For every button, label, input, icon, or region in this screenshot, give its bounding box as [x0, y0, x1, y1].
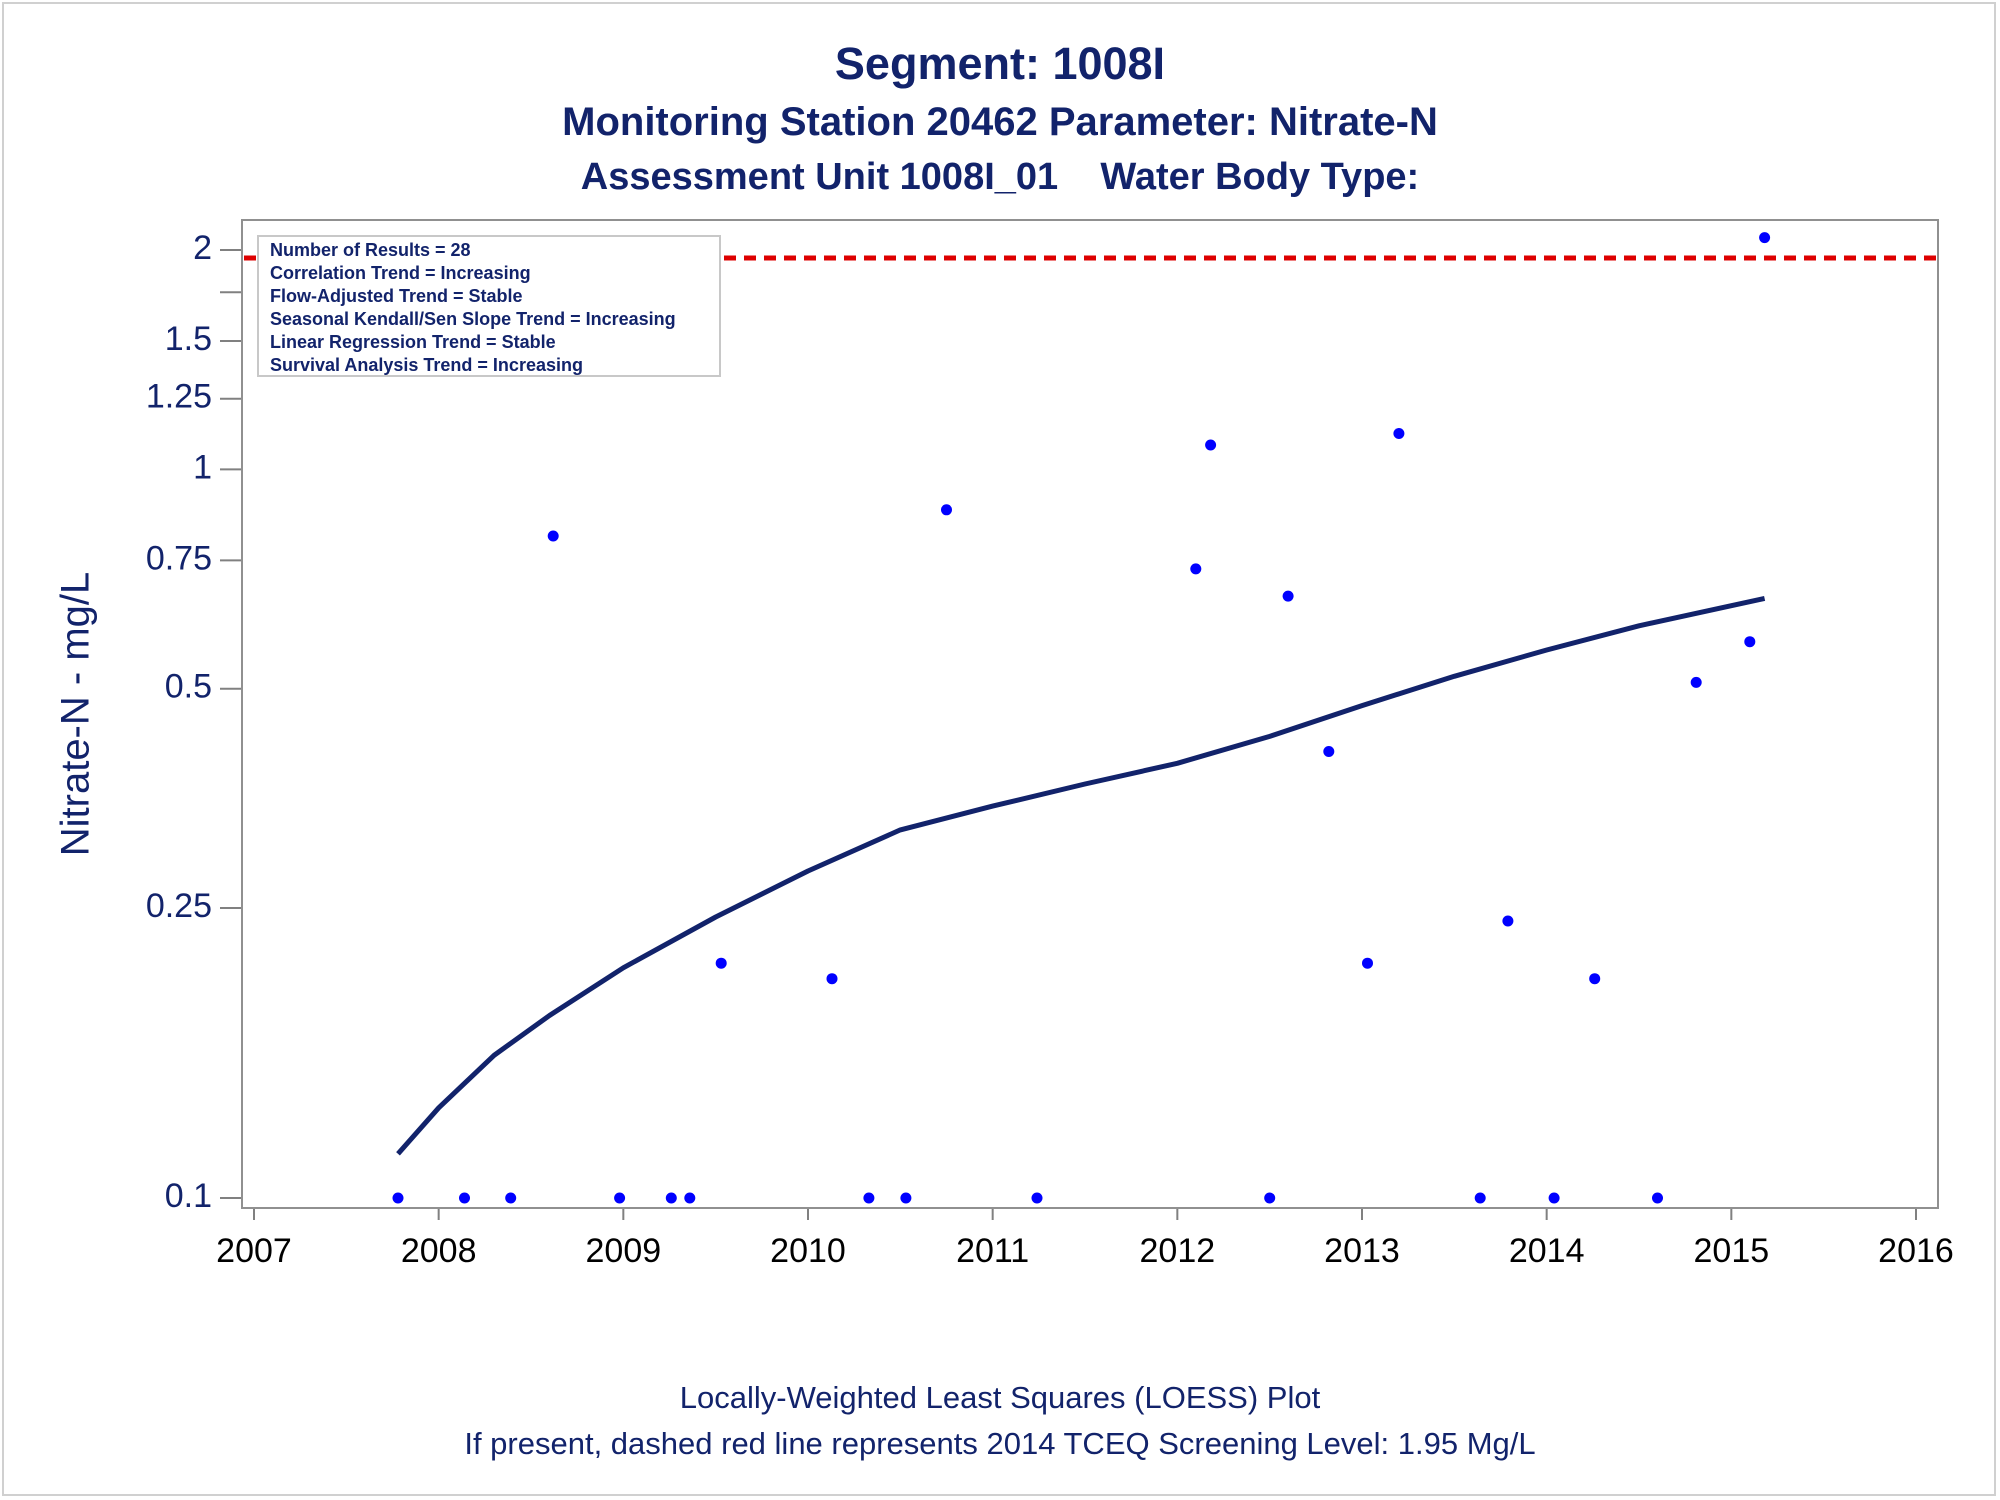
data-point	[1031, 1192, 1043, 1204]
stats-line: Seasonal Kendall/Sen Slope Trend = Incre…	[270, 309, 676, 329]
data-point	[1548, 1192, 1560, 1204]
y-tick-label: 2	[193, 229, 212, 267]
x-tick-label: 2008	[401, 1232, 477, 1270]
loess-layer	[396, 595, 1766, 1156]
loess-curve	[396, 595, 1766, 1156]
y-tick-label: 1	[193, 448, 212, 486]
data-point	[665, 1192, 677, 1204]
data-point	[547, 530, 559, 542]
stats-line: Correlation Trend = Increasing	[270, 263, 531, 283]
data-point	[1264, 1192, 1276, 1204]
y-tick-label: 0.75	[146, 539, 212, 577]
data-point	[505, 1192, 517, 1204]
x-tick-label: 2011	[956, 1232, 1029, 1270]
data-point	[392, 1192, 404, 1204]
stats-box-border	[257, 235, 721, 377]
x-tick-label: 2014	[1509, 1232, 1585, 1270]
data-point	[863, 1192, 875, 1204]
data-point	[1759, 232, 1771, 244]
data-point	[459, 1192, 470, 1204]
data-point	[684, 1192, 696, 1204]
chart-title: Segment: 1008I	[834, 38, 1166, 89]
x-tick-label: 2015	[1694, 1232, 1770, 1270]
data-point	[614, 1192, 626, 1204]
data-point	[1393, 428, 1405, 439]
y-tick-label: 0.25	[146, 887, 212, 925]
data-point	[1323, 746, 1335, 757]
y-tick-label: 0.1	[165, 1177, 212, 1215]
x-tick-label: 2010	[770, 1232, 846, 1270]
data-point	[1652, 1192, 1663, 1204]
stats-line: Linear Regression Trend = Stable	[270, 332, 556, 352]
y-axis-label: Nitrate-N - mg/L	[54, 572, 98, 857]
chart-subtitle-2: Assessment Unit 1008I_01 Water Body Type…	[580, 156, 1420, 198]
data-point	[1589, 973, 1601, 985]
footer-line-1: Locally-Weighted Least Squares (LOESS) P…	[679, 1380, 1321, 1415]
stats-line: Number of Results = 28	[270, 240, 471, 260]
x-tick-label: 2013	[1324, 1232, 1400, 1270]
data-point	[900, 1192, 912, 1204]
x-tick-label: 2007	[216, 1232, 292, 1270]
footer-line-2: If present, dashed red line represents 2…	[464, 1426, 1536, 1461]
x-tick-label: 2012	[1140, 1232, 1216, 1270]
axes-layer: 0.1 0.25 0.5 0.75 1 1.25 1.5 2 2007 2008 2009 2010 2…	[146, 229, 1954, 1270]
stats-line: Survival Analysis Trend = Increasing	[270, 355, 583, 375]
y-tick-label: 0.5	[165, 668, 212, 706]
data-point	[1474, 1192, 1486, 1204]
y-tick-label: 1.25	[146, 378, 212, 416]
data-point	[1502, 915, 1514, 927]
stats-box: Number of Results = 28 Correlation Trend …	[257, 235, 721, 377]
stats-line: Flow-Adjusted Trend = Stable	[270, 286, 523, 306]
data-point	[1690, 676, 1702, 688]
data-point	[941, 504, 952, 516]
data-point	[1362, 957, 1373, 969]
data-point	[826, 973, 838, 985]
data-point	[1282, 590, 1294, 602]
data-point	[1205, 439, 1217, 451]
chart-subtitle: Monitoring Station 20462 Parameter: Nitr…	[562, 100, 1438, 144]
points-layer	[392, 232, 1771, 1204]
data-point	[715, 957, 727, 969]
data-point	[1190, 563, 1202, 575]
data-point	[1744, 636, 1756, 648]
y-tick-label: 1.5	[165, 320, 212, 358]
x-tick-label: 2016	[1878, 1232, 1954, 1270]
plot-area-border	[241, 219, 1939, 1209]
x-tick-label: 2009	[586, 1232, 662, 1270]
